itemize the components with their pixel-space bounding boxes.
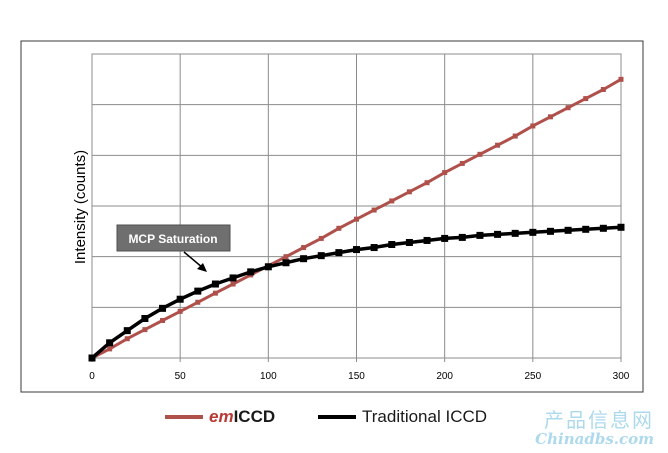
- data-point: [458, 233, 466, 241]
- data-point: [106, 339, 114, 347]
- watermark: 产品信息网 Chinadbs.com: [535, 409, 654, 447]
- data-point: [194, 287, 202, 295]
- legend-label-traditional: Traditional ICCD: [362, 407, 488, 426]
- data-point: [160, 318, 166, 324]
- data-point: [389, 198, 395, 204]
- data-point: [301, 245, 307, 251]
- data-point: [459, 160, 465, 166]
- data-point: [195, 299, 201, 305]
- data-point: [354, 216, 359, 222]
- x-tick-label: 200: [436, 371, 453, 382]
- data-point: [512, 133, 518, 139]
- data-point: [142, 327, 148, 333]
- data-point: [230, 281, 236, 287]
- watermark-line1: 产品信息网: [544, 408, 654, 432]
- data-point: [476, 231, 484, 239]
- legend-item-traditional: Traditional ICCD: [318, 404, 487, 430]
- data-point: [618, 76, 624, 82]
- data-point: [617, 223, 625, 231]
- legend-swatch-traditional: [318, 415, 356, 419]
- data-point: [564, 226, 572, 234]
- data-point: [370, 244, 378, 252]
- data-point: [529, 228, 537, 236]
- data-point: [441, 234, 449, 242]
- data-point: [477, 151, 483, 157]
- x-tick-label: 100: [260, 371, 277, 382]
- x-axis-ticks: 0 50 100 150 200 250 300: [89, 358, 630, 382]
- x-tick-label: 300: [613, 371, 630, 382]
- data-point: [582, 225, 590, 233]
- data-point: [388, 241, 396, 249]
- data-point: [371, 207, 377, 213]
- annotation-arrow: [183, 251, 204, 269]
- data-point: [141, 314, 149, 322]
- data-point: [583, 96, 589, 102]
- legend-swatch-emiccd: [165, 415, 203, 419]
- legend-em-prefix: em: [209, 407, 234, 426]
- data-point: [177, 308, 183, 314]
- data-point: [123, 327, 131, 335]
- chart: 0 50 100 150 200 250 300 Intensity (counts) MC…: [20, 40, 644, 393]
- data-point: [495, 142, 501, 148]
- data-point: [442, 170, 448, 176]
- series-layer: [88, 76, 625, 362]
- data-point: [211, 280, 219, 288]
- data-point: [283, 254, 289, 260]
- x-tick-label: 50: [175, 371, 187, 382]
- data-point: [424, 180, 430, 186]
- data-point: [247, 268, 255, 276]
- data-point: [264, 263, 272, 271]
- annotation-text: MCP Saturation: [128, 232, 217, 246]
- data-point: [88, 354, 96, 362]
- data-point: [107, 346, 113, 352]
- data-point: [511, 229, 519, 237]
- data-point: [229, 274, 237, 282]
- data-point: [405, 238, 413, 246]
- data-point: [530, 123, 536, 129]
- data-point: [494, 230, 502, 238]
- data-point: [176, 295, 184, 303]
- data-point: [317, 252, 325, 260]
- data-point: [300, 255, 308, 263]
- data-point: [565, 105, 571, 111]
- x-tick-label: 150: [348, 371, 365, 382]
- data-point: [406, 189, 412, 195]
- data-point: [353, 246, 360, 254]
- data-point: [335, 249, 343, 257]
- data-point: [547, 114, 553, 120]
- legend-item-emiccd: emICCD: [165, 404, 275, 430]
- data-point: [318, 235, 324, 241]
- data-point: [336, 225, 342, 231]
- annotation-arrowhead: [197, 263, 207, 272]
- data-point: [212, 290, 218, 296]
- data-point: [124, 336, 130, 342]
- legend-label-emiccd: emICCD: [209, 407, 275, 427]
- series-traditional-iccd: [88, 223, 625, 362]
- data-point: [159, 304, 167, 312]
- annotation: MCP Saturation: [116, 224, 231, 272]
- data-point: [423, 236, 431, 244]
- watermark-line2: Chinadbs.com: [535, 430, 654, 448]
- y-axis-label: Intensity (counts): [72, 150, 89, 264]
- grid: [92, 54, 621, 358]
- x-tick-label: 250: [524, 371, 541, 382]
- x-tick-label: 0: [89, 371, 95, 382]
- data-point: [282, 259, 290, 267]
- legend-em-suffix: ICCD: [233, 407, 276, 426]
- annotation-box: [116, 224, 231, 252]
- data-point: [546, 227, 554, 235]
- data-point: [600, 86, 606, 92]
- data-point: [599, 224, 607, 232]
